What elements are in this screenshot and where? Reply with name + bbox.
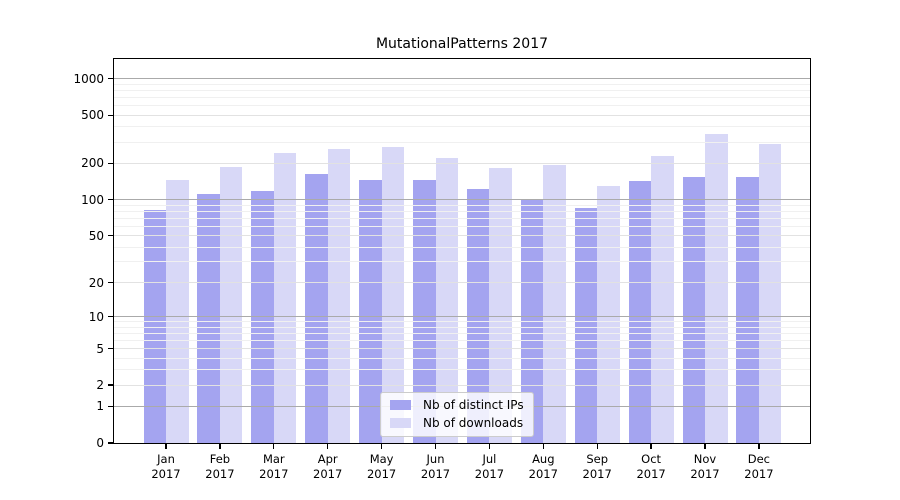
bar-downloads-dec [758,143,782,443]
bar-downloads-mar [273,153,297,443]
y-tick-mark-200 [108,162,113,164]
x-tick-mark-aug [542,444,544,449]
x-tick-label-sep: Sep 2017 [582,452,612,481]
y-tick-mark-1 [108,405,113,408]
bar-ips-apr [305,173,328,443]
bar-ips-sep [574,208,598,443]
y-tick-mark-20 [108,281,113,284]
x-tick-label-apr: Apr 2017 [313,452,343,481]
y-tick-label-1: 1 [96,399,104,414]
legend-label-ips: Nb of distinct IPs [423,398,524,412]
y-tick-label-1000: 1000 [73,71,104,86]
legend-swatch-ips [390,400,411,410]
y-tick-mark-50 [108,235,113,237]
y-tick-label-500: 500 [81,108,104,123]
bar-ips-oct [628,181,652,443]
bar-downloads-apr [327,148,351,443]
x-tick-mark-mar [273,444,275,449]
gridline-1000 [114,78,810,80]
legend-row-ips: Nb of distinct IPs [390,398,524,412]
legend-row-downloads: Nb of downloads [390,416,524,430]
plot-area [113,58,811,444]
x-tick-label-dec: Dec 2017 [744,452,774,481]
bar-ips-mar [251,190,274,443]
bar-downloads-aug [543,165,566,443]
y-tick-label-20: 20 [88,275,104,290]
x-tick-label-feb: Feb 2017 [205,452,235,481]
x-tick-label-nov: Nov 2017 [690,452,720,481]
y-tick-mark-10 [108,315,113,318]
bar-downloads-sep [597,185,620,443]
y-tick-label-50: 50 [88,228,104,243]
bar-ips-nov [682,176,705,443]
minor-gridline-800 [114,89,810,91]
y-tick-mark-2 [108,384,113,386]
bar-downloads-oct [651,156,674,443]
x-tick-mark-apr [327,444,329,449]
x-tick-mark-jul [488,444,491,449]
bar-downloads-may [381,146,405,443]
x-tick-mark-may [381,444,383,449]
bar-downloads-feb [219,166,243,443]
y-tick-mark-1000 [108,78,113,80]
minor-gridline-700 [114,97,810,98]
y-tick-mark-5 [108,347,113,350]
x-tick-label-may: May 2017 [366,452,397,481]
x-tick-mark-dec [758,444,760,449]
x-tick-label-oct: Oct 2017 [636,452,666,481]
y-tick-mark-500 [108,114,113,116]
bar-ips-dec [736,176,759,443]
x-tick-mark-sep [596,444,598,449]
x-tick-label-jun: Jun 2017 [420,452,451,481]
x-tick-mark-jun [434,444,437,449]
minor-gridline-900 [114,83,810,85]
x-tick-mark-nov [704,444,706,449]
y-tick-label-0: 0 [96,436,104,450]
chart-title: MutationalPatterns 2017 [375,36,549,52]
x-tick-label-jan: Jan 2017 [151,452,181,481]
y-tick-label-100: 100 [81,192,104,207]
legend-swatch-downloads [390,418,411,428]
y-tick-mark-0 [108,442,113,444]
y-tick-mark-100 [108,199,113,201]
bar-ips-may [359,179,382,443]
bar-ips-jun [413,179,436,443]
bar-ips-jan [143,210,166,443]
x-tick-mark-oct [650,444,652,449]
bar-downloads-jan [166,179,189,443]
y-tick-label-2: 2 [96,378,104,393]
bar-downloads-jun [435,157,458,443]
minor-gridline-600 [114,105,810,107]
bar-ips-jul [466,188,490,443]
y-tick-label-5: 5 [96,341,104,356]
gridline-500 [114,114,810,116]
y-tick-label-200: 200 [81,156,104,171]
y-tick-label-10: 10 [88,309,104,324]
legend: Nb of distinct IPs Nb of downloads [380,392,534,437]
bar-downloads-nov [705,133,728,443]
bar-ips-feb [197,194,220,443]
legend-label-downloads: Nb of downloads [423,416,524,430]
x-tick-mark-jan [165,444,167,449]
x-tick-mark-feb [219,444,221,449]
x-tick-label-jul: Jul 2017 [474,452,505,481]
x-tick-label-aug: Aug 2017 [528,452,558,481]
bar-downloads-jul [489,167,512,443]
x-tick-label-mar: Mar 2017 [259,452,289,481]
minor-gridline-400 [114,126,810,128]
